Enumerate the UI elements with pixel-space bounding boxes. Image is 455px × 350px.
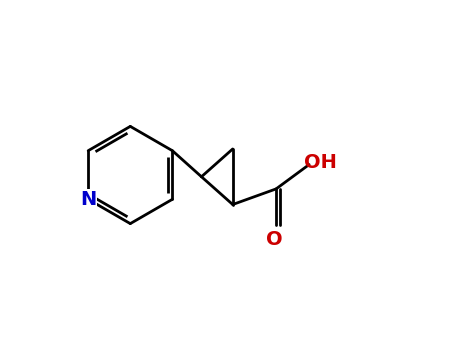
Text: O: O — [266, 230, 283, 249]
Text: OH: OH — [304, 153, 337, 172]
Text: N: N — [80, 190, 96, 209]
